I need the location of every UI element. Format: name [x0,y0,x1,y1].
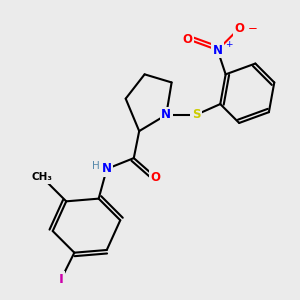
Text: CH₃: CH₃ [32,172,52,182]
Text: O: O [234,22,244,35]
Text: N: N [213,44,223,56]
Text: O: O [183,33,193,46]
Text: −: − [248,22,258,35]
Text: H: H [92,161,100,171]
Text: N: N [102,162,112,176]
Text: +: + [225,40,232,49]
Text: S: S [192,108,200,122]
Text: O: O [150,170,161,184]
Text: N: N [161,108,171,122]
Text: I: I [58,273,63,286]
